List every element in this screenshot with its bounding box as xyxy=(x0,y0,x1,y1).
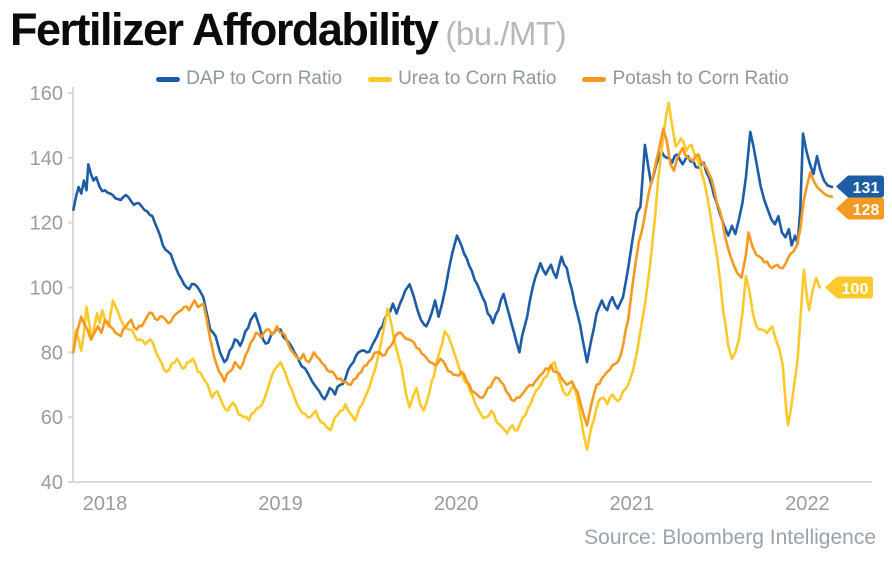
legend-item-dap-to-corn-ratio: DAP to Corn Ratio xyxy=(156,68,342,90)
end-value-label: 131 xyxy=(853,180,880,197)
y-axis-tick-label: 40 xyxy=(41,472,63,494)
series-line-potash-to-corn-ratio xyxy=(72,127,834,427)
x-axis-tick-label: 2018 xyxy=(83,493,128,515)
y-axis-tick-label: 60 xyxy=(41,407,63,429)
series-line-urea-to-corn-ratio xyxy=(72,101,821,451)
chart-legend: DAP to Corn Ratio Urea to Corn Ratio Potas… xyxy=(73,68,872,90)
legend-dash-icon xyxy=(156,76,181,82)
legend-item-label: DAP to Corn Ratio xyxy=(186,68,343,89)
legend-dash-icon xyxy=(582,76,607,82)
chart-title-unit: (bu./MT) xyxy=(445,15,567,52)
end-value-label: 128 xyxy=(853,202,880,219)
legend-item-label: Potash to Corn Ratio xyxy=(612,68,789,89)
page-title: Fertilizer Affordability (bu./MT) xyxy=(10,4,567,56)
legend-dash-icon xyxy=(368,76,393,82)
y-axis-tick-label: 100 xyxy=(30,278,63,300)
x-axis-tick-label: 2021 xyxy=(610,493,655,515)
legend-item-urea-to-corn-ratio: Urea to Corn Ratio xyxy=(368,68,556,90)
chart-title: Fertilizer Affordability xyxy=(10,4,439,55)
end-value-label: 100 xyxy=(842,281,869,298)
x-axis-tick-label: 2020 xyxy=(434,493,479,515)
x-axis-tick-label: 2019 xyxy=(258,493,303,515)
y-axis-tick-label: 140 xyxy=(30,148,63,170)
legend-item-label: Urea to Corn Ratio xyxy=(398,68,557,89)
x-axis-tick-label: 2022 xyxy=(785,493,830,515)
y-axis-tick-label: 120 xyxy=(30,213,63,235)
y-axis-tick-label: 80 xyxy=(41,342,63,364)
end-value-flag xyxy=(836,175,884,198)
legend-item-potash-to-corn-ratio: Potash to Corn Ratio xyxy=(582,68,789,90)
end-value-flag xyxy=(825,276,873,299)
y-axis-tick-label: 160 xyxy=(30,83,63,105)
end-value-flag xyxy=(836,197,884,220)
source-attribution: Source: Bloomberg Intelligence xyxy=(584,526,876,549)
